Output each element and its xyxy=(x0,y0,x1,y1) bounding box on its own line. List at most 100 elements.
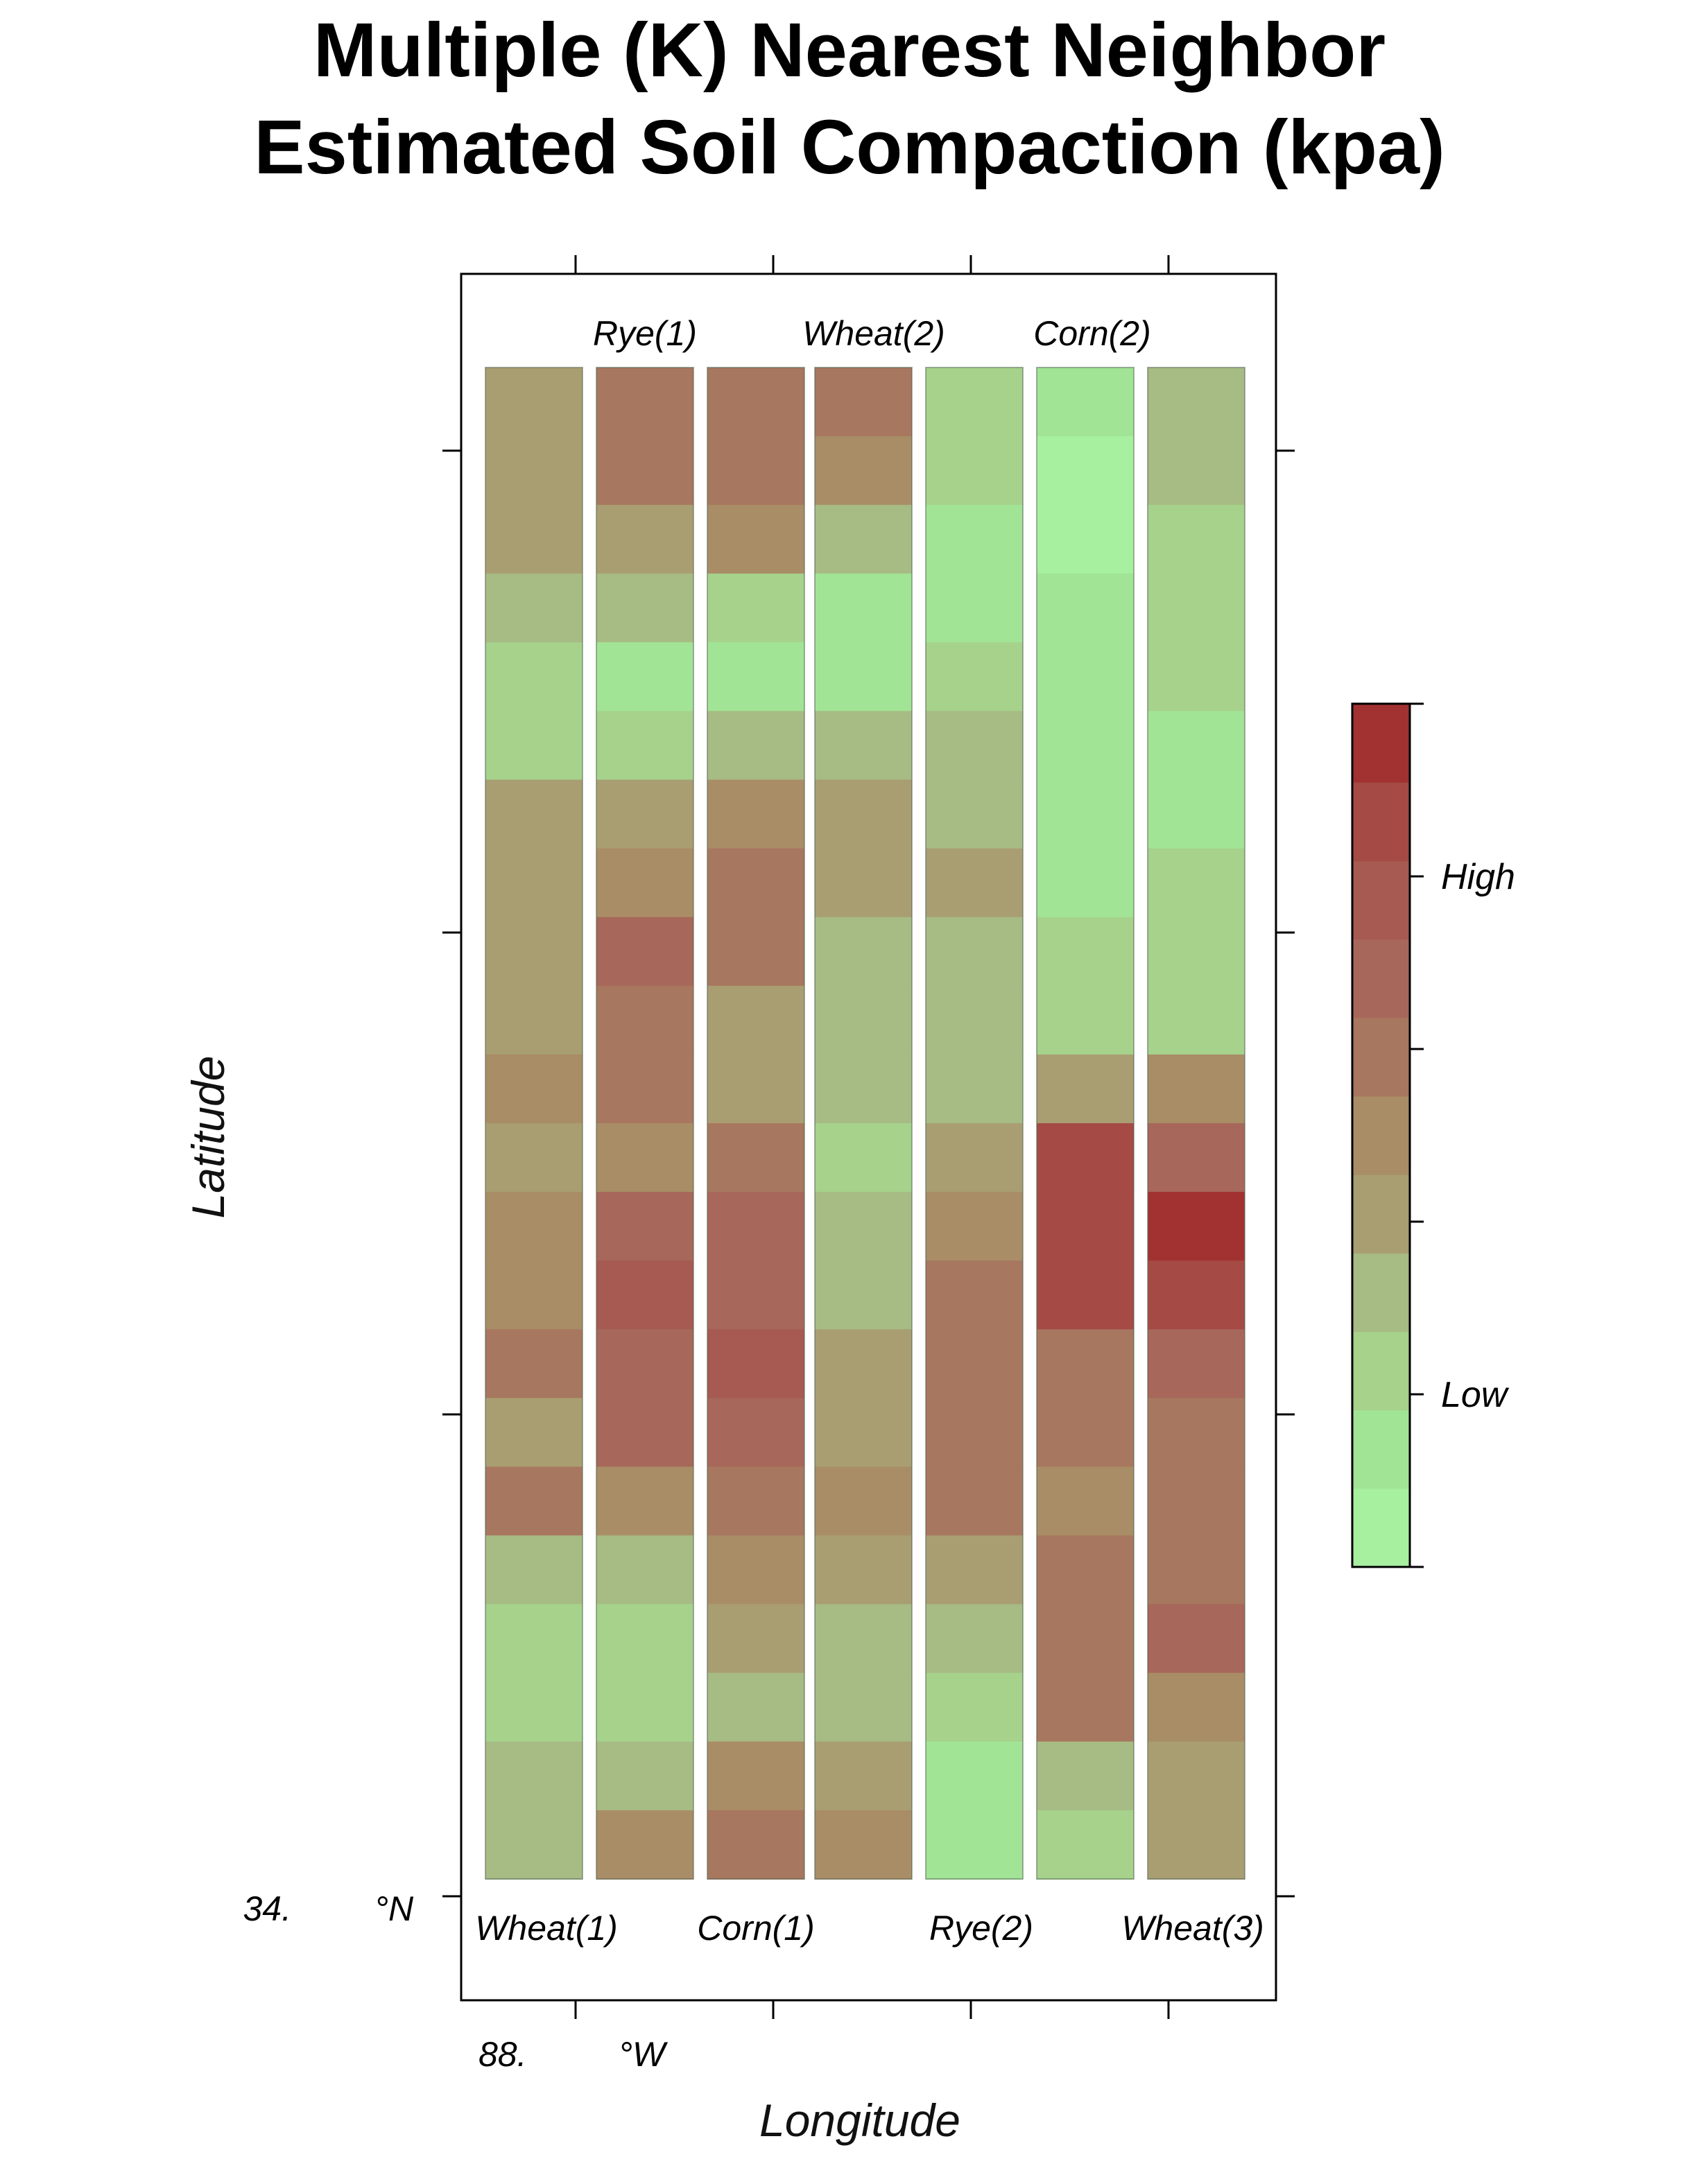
heat-cell xyxy=(815,848,912,918)
colorbar-segment xyxy=(1352,1488,1410,1568)
heat-cell xyxy=(485,1741,583,1811)
heat-cell xyxy=(596,1398,693,1468)
strip-wheat1 xyxy=(485,367,583,1880)
heat-cell xyxy=(707,1123,804,1193)
heat-cell xyxy=(707,1398,804,1468)
y-tick-unit: °N xyxy=(374,1889,414,1928)
strip-label-bottom: Wheat(3) xyxy=(1121,1909,1264,1948)
heat-cell xyxy=(815,1054,912,1124)
heat-cell xyxy=(926,642,1023,712)
heat-cell xyxy=(1037,436,1134,505)
heat-cell xyxy=(596,1535,693,1605)
heat-cell xyxy=(815,1810,912,1880)
heat-cell xyxy=(926,848,1023,918)
heat-cell xyxy=(815,1672,912,1742)
heat-cell xyxy=(707,436,804,505)
heat-cell xyxy=(926,1672,1023,1742)
colorbar-segment xyxy=(1352,939,1410,1019)
heat-cell xyxy=(707,1329,804,1399)
heat-cell xyxy=(926,1741,1023,1811)
heat-cell xyxy=(596,505,693,575)
heat-cell xyxy=(1148,1741,1245,1811)
strip-outline xyxy=(596,367,694,1880)
colorbar-label: High xyxy=(1441,857,1515,897)
heat-cell xyxy=(707,1054,804,1124)
heat-cell xyxy=(707,1466,804,1536)
heat-cell xyxy=(926,1810,1023,1880)
heat-cell xyxy=(596,1741,693,1811)
heat-cell xyxy=(1148,573,1245,643)
heat-cell xyxy=(1037,1672,1134,1742)
strip-outline xyxy=(925,367,1024,1880)
heat-cell xyxy=(485,505,583,575)
heat-cell xyxy=(1037,1810,1134,1880)
colorbar-segment xyxy=(1352,782,1410,861)
heat-cell xyxy=(815,1192,912,1261)
heat-cell xyxy=(815,779,912,849)
heat-cell xyxy=(1148,779,1245,849)
heat-cell xyxy=(485,1535,583,1605)
heat-cell xyxy=(1148,1123,1245,1193)
heat-cell xyxy=(596,1329,693,1399)
heat-cell xyxy=(1037,367,1134,437)
strip-outline xyxy=(814,367,913,1880)
heat-cell xyxy=(485,367,583,437)
heat-cell xyxy=(707,779,804,849)
x-axis-title-text: Longitude xyxy=(759,2095,960,2146)
heat-cell xyxy=(1037,848,1134,918)
heat-cell xyxy=(596,573,693,643)
heat-cell xyxy=(1148,917,1245,987)
heat-cell xyxy=(926,1123,1023,1193)
strip-outline xyxy=(707,367,805,1880)
colorbar-segment xyxy=(1352,1017,1410,1097)
colorbar-segment xyxy=(1352,704,1410,783)
heat-cell xyxy=(485,1466,583,1536)
heat-cell xyxy=(1148,1054,1245,1124)
strip-corn2 xyxy=(1036,367,1135,1880)
colorbar-label: Low xyxy=(1441,1375,1510,1415)
heat-cell xyxy=(485,1054,583,1124)
strip-wheat2 xyxy=(814,367,913,1880)
heat-cell xyxy=(1148,367,1245,437)
heat-cell xyxy=(485,436,583,505)
heat-cell xyxy=(596,779,693,849)
heat-cell xyxy=(815,711,912,781)
x-tick-unit: °W xyxy=(619,2035,669,2074)
colorbar-segment xyxy=(1352,1175,1410,1254)
heat-cell xyxy=(1148,1329,1245,1399)
strip-outline xyxy=(1147,367,1245,1880)
strip-outline xyxy=(1036,367,1135,1880)
y-tick-value: 34. xyxy=(243,1889,291,1928)
heat-cell xyxy=(707,711,804,781)
heat-cell xyxy=(926,1535,1023,1605)
heat-cell xyxy=(1037,1398,1134,1468)
heat-cell xyxy=(815,573,912,643)
strip-layer xyxy=(485,367,1245,1880)
strip-label-bottom: Wheat(1) xyxy=(475,1909,618,1948)
chart-subtitle: Estimated Soil Compaction (kpa) xyxy=(254,105,1445,190)
heat-cell xyxy=(485,1192,583,1261)
heat-cell xyxy=(485,848,583,918)
heat-cell xyxy=(1148,1604,1245,1674)
heat-cell xyxy=(1148,1672,1245,1742)
heat-cell xyxy=(707,1672,804,1742)
strip-rye1 xyxy=(596,367,694,1880)
strip-outline xyxy=(485,367,583,1880)
heat-cell xyxy=(1037,1604,1134,1674)
heat-cell xyxy=(815,1329,912,1399)
heat-cell xyxy=(596,1810,693,1880)
heat-cell xyxy=(485,917,583,987)
heat-cell xyxy=(926,573,1023,643)
heat-cell xyxy=(485,1604,583,1674)
heat-cell xyxy=(485,779,583,849)
heat-cell xyxy=(1037,985,1134,1055)
heat-cell xyxy=(707,985,804,1055)
heat-cell xyxy=(1037,505,1134,575)
heat-cell xyxy=(485,1123,583,1193)
heat-cell xyxy=(926,711,1023,781)
heat-cell xyxy=(1037,1535,1134,1605)
heat-cell xyxy=(596,1123,693,1193)
heat-cell xyxy=(596,1192,693,1261)
heat-cell xyxy=(926,1466,1023,1536)
